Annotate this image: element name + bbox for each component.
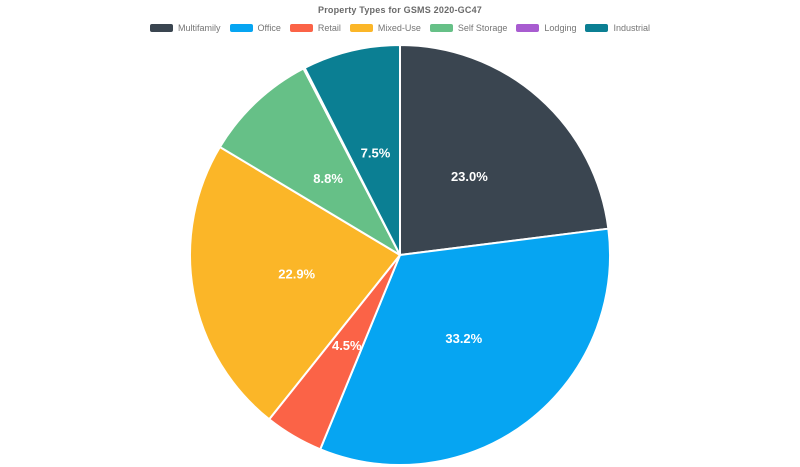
slice-label-office: 33.2%: [445, 331, 482, 346]
legend-item-multifamily[interactable]: Multifamily: [150, 23, 221, 33]
legend-swatch-office: [229, 24, 253, 32]
legend-item-self-storage[interactable]: Self Storage: [429, 23, 508, 33]
legend-item-mixed-use[interactable]: Mixed-Use: [349, 23, 421, 33]
legend-item-industrial[interactable]: Industrial: [585, 23, 650, 33]
pie-slice-mixed-use[interactable]: [189, 145, 401, 421]
pie-slice-self-storage[interactable]: [218, 67, 401, 256]
legend: Multifamily Office Retail Mixed-Use Self Sto…: [0, 23, 800, 33]
pie-slice-industrial[interactable]: [303, 44, 401, 256]
chart-title: Property Types for GSMS 2020-GC47: [318, 5, 482, 15]
legend-label-retail: Retail: [317, 23, 341, 33]
pie-slice-office[interactable]: [319, 227, 611, 466]
legend-swatch-lodging: [516, 24, 540, 32]
legend-swatch-self-storage: [429, 24, 453, 32]
legend-label-office: Office: [257, 23, 281, 33]
slice-label-self-storage: 8.8%: [313, 171, 343, 186]
legend-item-lodging[interactable]: Lodging: [516, 23, 576, 33]
legend-label-multifamily: Multifamily: [178, 23, 221, 33]
legend-label-lodging: Lodging: [544, 23, 577, 33]
slice-label-mixed-use: 22.9%: [278, 266, 315, 281]
slice-label-multifamily: 23.0%: [451, 169, 488, 184]
slice-label-industrial: 7.5%: [361, 145, 391, 160]
legend-label-mixed-use: Mixed-Use: [377, 23, 421, 33]
legend-label-self-storage: Self Storage: [457, 23, 508, 33]
legend-swatch-retail: [289, 24, 313, 32]
legend-item-office[interactable]: Office: [229, 23, 281, 33]
slice-label-retail: 4.5%: [332, 338, 362, 353]
legend-swatch-multifamily: [150, 24, 173, 32]
legend-swatch-industrial: [585, 24, 609, 32]
legend-item-retail[interactable]: Retail: [289, 23, 341, 33]
legend-label-industrial: Industrial: [613, 23, 650, 33]
legend-swatch-mixed-use: [349, 24, 373, 32]
pie-slice-multifamily[interactable]: [399, 44, 610, 256]
